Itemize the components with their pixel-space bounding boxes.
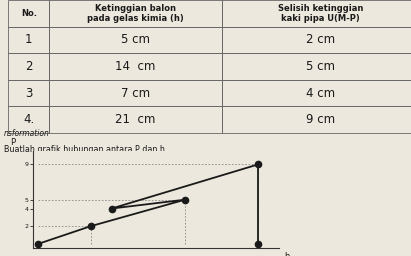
Text: 5 cm: 5 cm [121,34,150,46]
Text: Ketinggian balon
pada gelas kimia (h): Ketinggian balon pada gelas kimia (h) [87,4,184,23]
Text: 1: 1 [25,34,32,46]
Text: Selisih ketinggian
kaki pipa U(M-P): Selisih ketinggian kaki pipa U(M-P) [278,4,363,23]
Text: 3: 3 [25,87,32,100]
Text: 9 cm: 9 cm [306,113,335,126]
Text: 14  cm: 14 cm [115,60,156,73]
Text: 4 cm: 4 cm [306,87,335,100]
Text: P: P [11,138,16,147]
Text: h: h [284,252,290,256]
Text: No.: No. [21,9,37,18]
Text: 4.: 4. [23,113,35,126]
Text: 2: 2 [25,60,32,73]
Text: 21  cm: 21 cm [115,113,156,126]
Text: 2 cm: 2 cm [306,34,335,46]
Text: 7 cm: 7 cm [121,87,150,100]
Text: 5 cm: 5 cm [306,60,335,73]
Text: Buatlah grafik hubungan antara P dan h.: Buatlah grafik hubungan antara P dan h. [4,145,168,154]
Text: nsformation: nsformation [4,129,50,138]
